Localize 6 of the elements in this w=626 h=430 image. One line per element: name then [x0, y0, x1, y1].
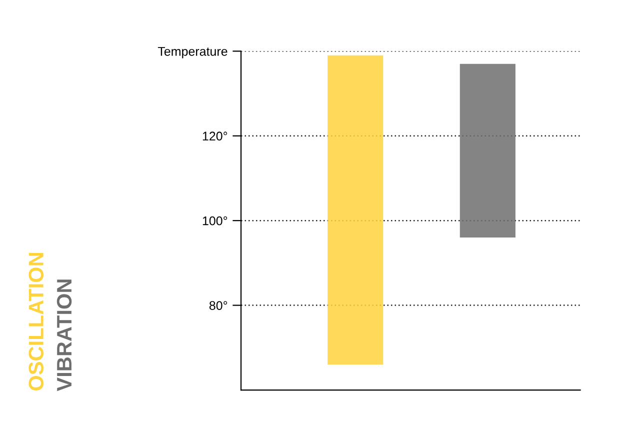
y-tick-label: 120° [202, 132, 228, 141]
text: VIBRATION [56, 280, 72, 392]
y-tick-label: Temperature [158, 47, 228, 58]
y-tick-label: 100° [202, 216, 228, 226]
y-tick-label: 80° [209, 301, 228, 310]
text: OSCILLATION [28, 253, 44, 390]
